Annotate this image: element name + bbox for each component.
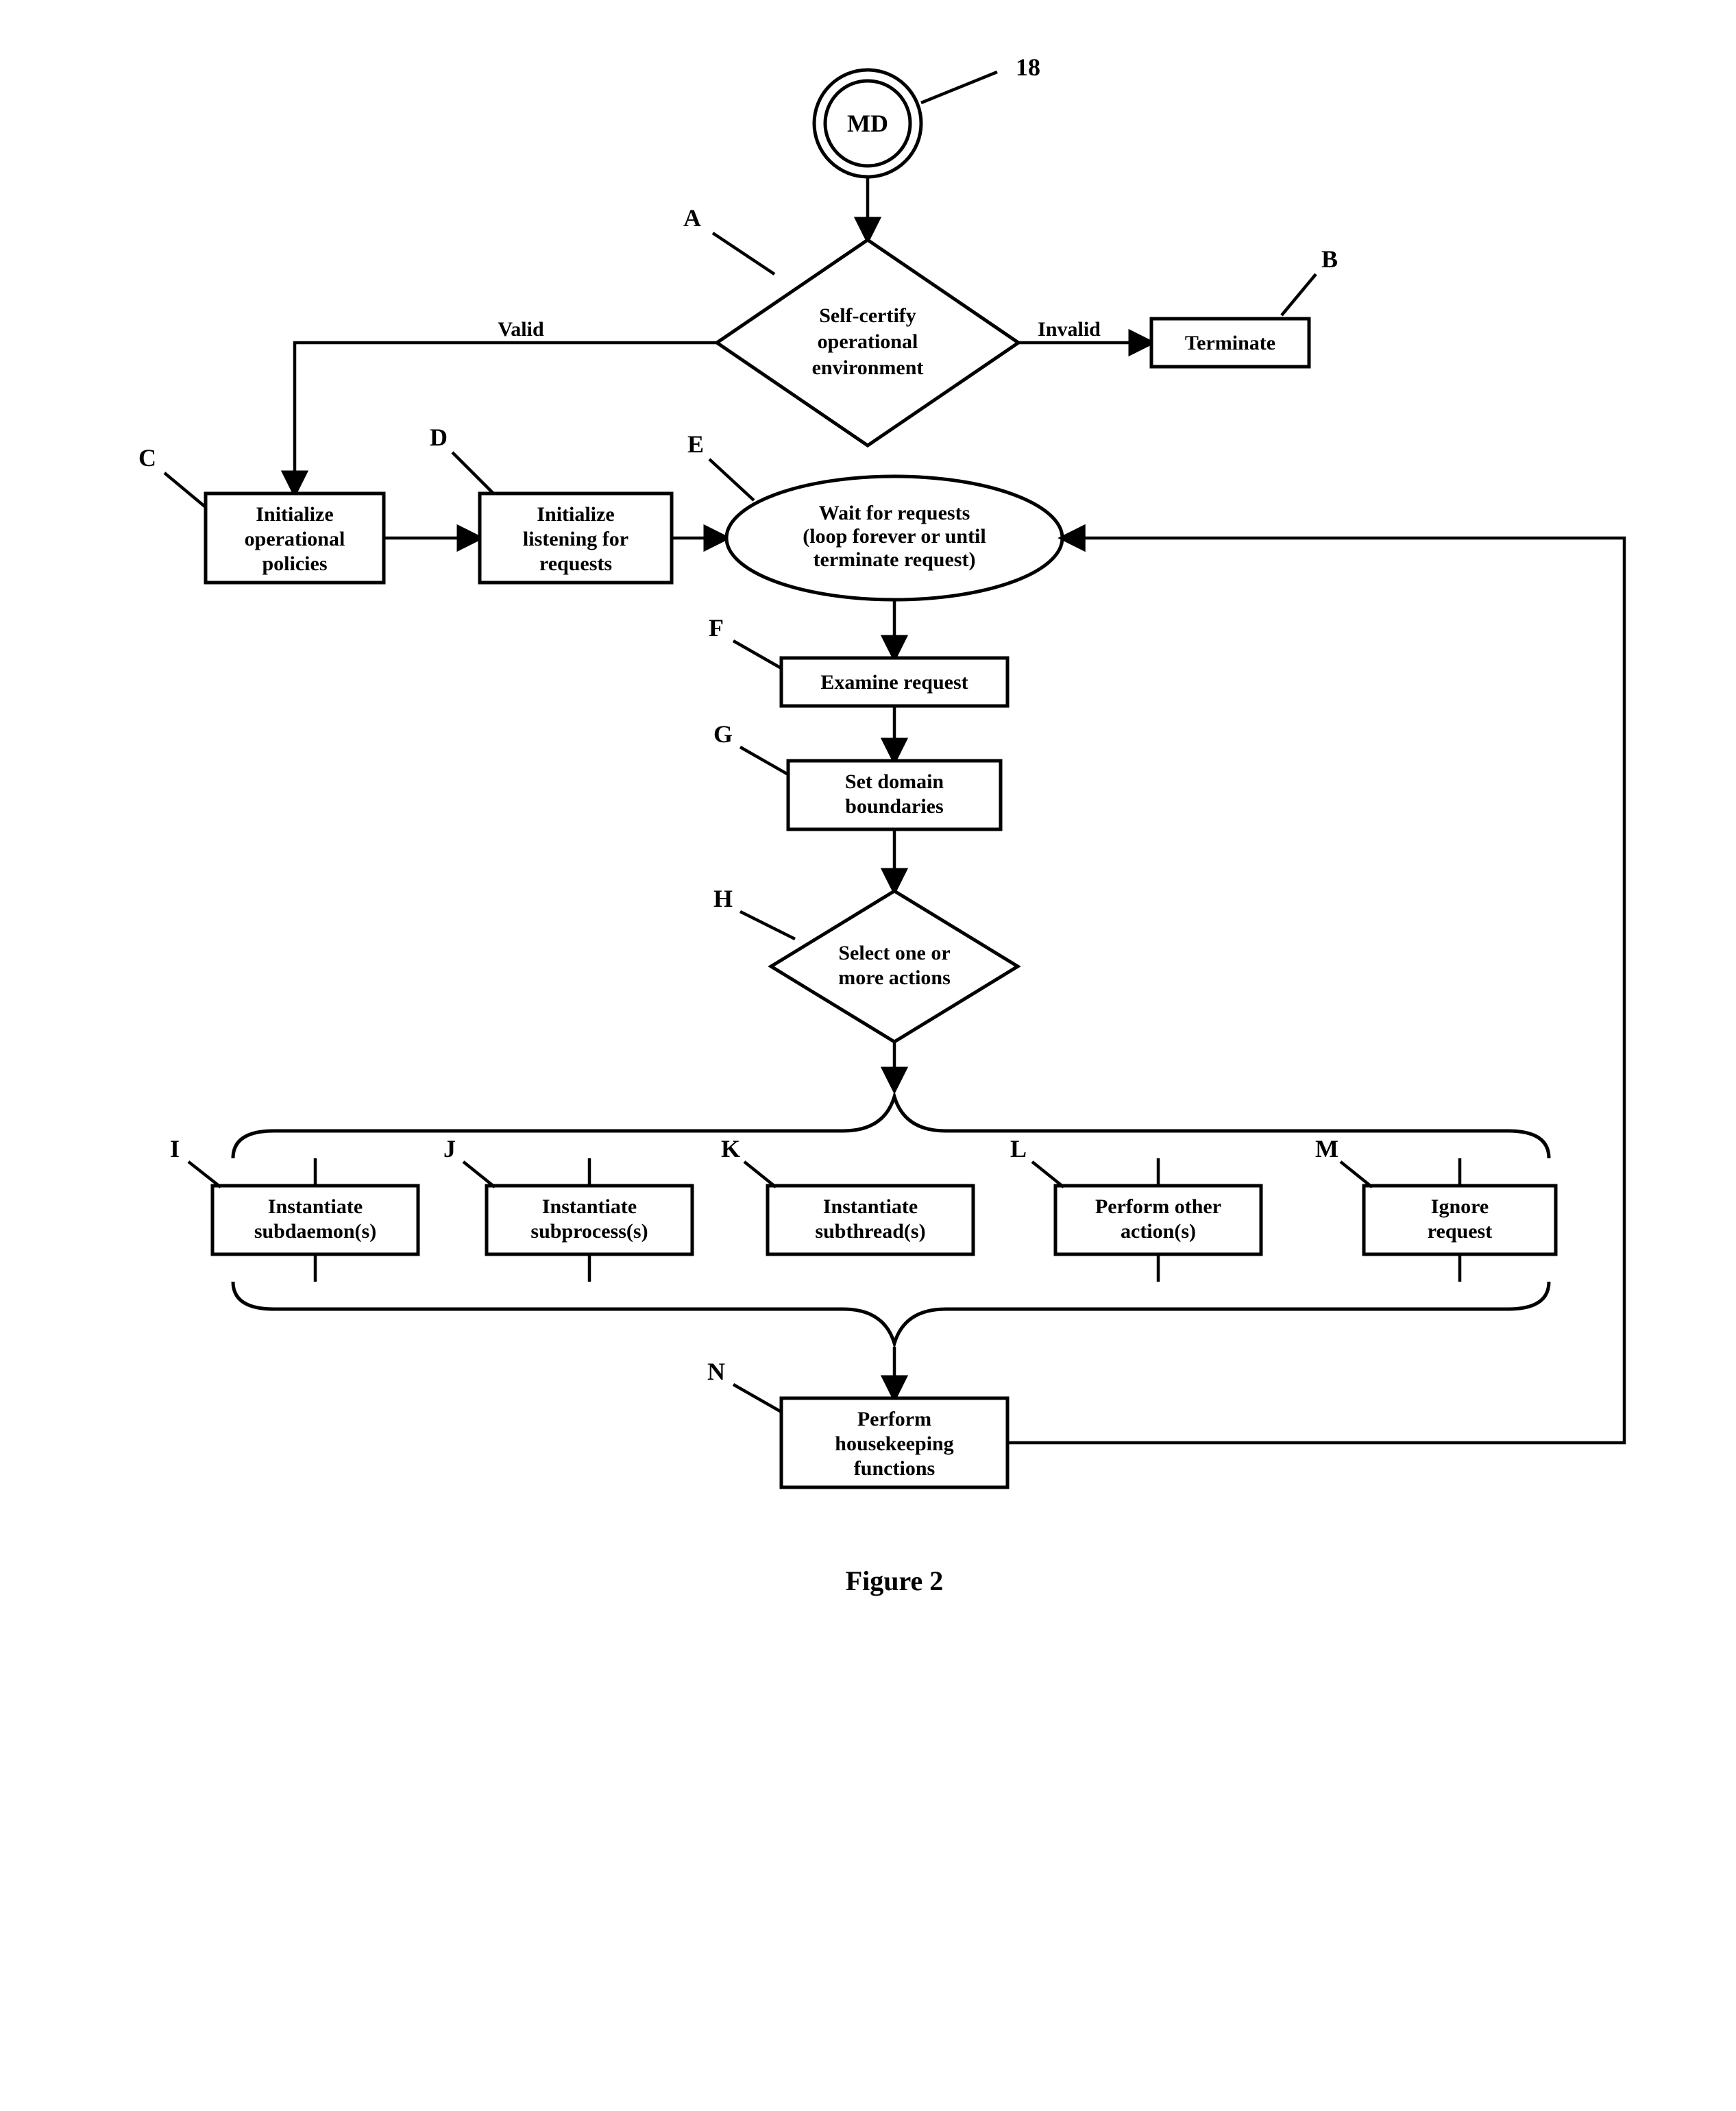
node-c-line2: operational <box>245 528 345 550</box>
letter-l: L <box>1010 1135 1027 1162</box>
letter-n: N <box>707 1358 725 1385</box>
node-l-otheraction: Perform other action(s) <box>1055 1186 1261 1254</box>
node-j-line1: Instantiate <box>542 1195 637 1218</box>
node-d-line3: requests <box>539 552 612 575</box>
letter-b: B <box>1321 245 1338 273</box>
letter-e: E <box>687 430 704 458</box>
node-start-md: MD <box>814 70 921 177</box>
node-m-line2: request <box>1428 1220 1492 1243</box>
node-l-line2: action(s) <box>1121 1220 1196 1243</box>
node-k-line1: Instantiate <box>823 1195 918 1218</box>
flowchart-canvas: MD 18 Self-certify operational environme… <box>0 0 1736 2111</box>
node-a-line3: environment <box>812 356 924 379</box>
node-e-wait: Wait for requests (loop forever or until… <box>726 476 1062 600</box>
node-b-line1: Terminate <box>1185 332 1275 354</box>
node-j-line2: subprocess(s) <box>530 1220 648 1243</box>
node-e-line2: (loop forever or until <box>803 525 986 548</box>
node-a-line2: operational <box>818 330 918 353</box>
node-i-subdaemon: Instantiate subdaemon(s) <box>212 1186 418 1254</box>
node-l-line1: Perform other <box>1095 1195 1221 1218</box>
node-b-terminate: Terminate <box>1151 319 1309 367</box>
node-j-subprocess: Instantiate subprocess(s) <box>487 1186 692 1254</box>
letter-g: G <box>713 720 733 748</box>
node-n-line3: functions <box>854 1457 935 1480</box>
node-md-label: MD <box>847 110 888 137</box>
node-k-subthread: Instantiate subthread(s) <box>768 1186 973 1254</box>
node-n-line2: housekeeping <box>835 1432 953 1455</box>
node-e-line1: Wait for requests <box>819 502 970 524</box>
node-f-examine: Examine request <box>781 658 1007 706</box>
node-c-line1: Initialize <box>256 503 333 526</box>
brace-top <box>233 1097 1549 1158</box>
edge-valid: Valid <box>498 318 544 341</box>
node-n-line1: Perform <box>857 1408 931 1430</box>
node-h-line1: Select one or <box>838 942 950 964</box>
node-f-line1: Examine request <box>820 671 968 694</box>
edge-invalid: Invalid <box>1038 318 1101 341</box>
letter-k: K <box>721 1135 740 1162</box>
node-m-ignore: Ignore request <box>1364 1186 1556 1254</box>
letter-m: M <box>1315 1135 1338 1162</box>
brace-bottom <box>233 1282 1549 1343</box>
node-g-line1: Set domain <box>845 770 944 793</box>
node-d-line1: Initialize <box>537 503 614 526</box>
figure-label: Figure 2 <box>846 1565 944 1596</box>
node-e-line3: terminate request) <box>814 548 976 571</box>
node-c-line3: policies <box>262 552 328 575</box>
node-k-line2: subthread(s) <box>815 1220 925 1243</box>
node-i-line2: subdaemon(s) <box>254 1220 376 1243</box>
letter-f: F <box>709 614 724 642</box>
letter-i: I <box>170 1135 180 1162</box>
letter-c: C <box>138 444 156 472</box>
node-d-line2: listening for <box>523 528 628 550</box>
letter-h: H <box>713 885 733 912</box>
node-g-line2: boundaries <box>845 795 943 818</box>
node-i-line1: Instantiate <box>268 1195 363 1218</box>
letter-j: J <box>443 1135 456 1162</box>
node-c-init-policies: Initialize operational policies <box>206 493 384 583</box>
node-g-boundaries: Set domain boundaries <box>788 761 1001 829</box>
label-18: 18 <box>1016 53 1040 81</box>
node-a-line1: Self-certify <box>819 304 916 327</box>
letter-d: D <box>430 424 448 451</box>
node-h-select: Select one or more actions <box>771 891 1018 1042</box>
node-d-init-listening: Initialize listening for requests <box>480 493 672 583</box>
node-a-selfcertify: Self-certify operational environment <box>717 240 1018 446</box>
node-n-housekeeping: Perform housekeeping functions <box>781 1398 1007 1487</box>
letter-a: A <box>683 204 701 232</box>
node-m-line1: Ignore <box>1431 1195 1489 1218</box>
node-h-line2: more actions <box>838 966 951 989</box>
